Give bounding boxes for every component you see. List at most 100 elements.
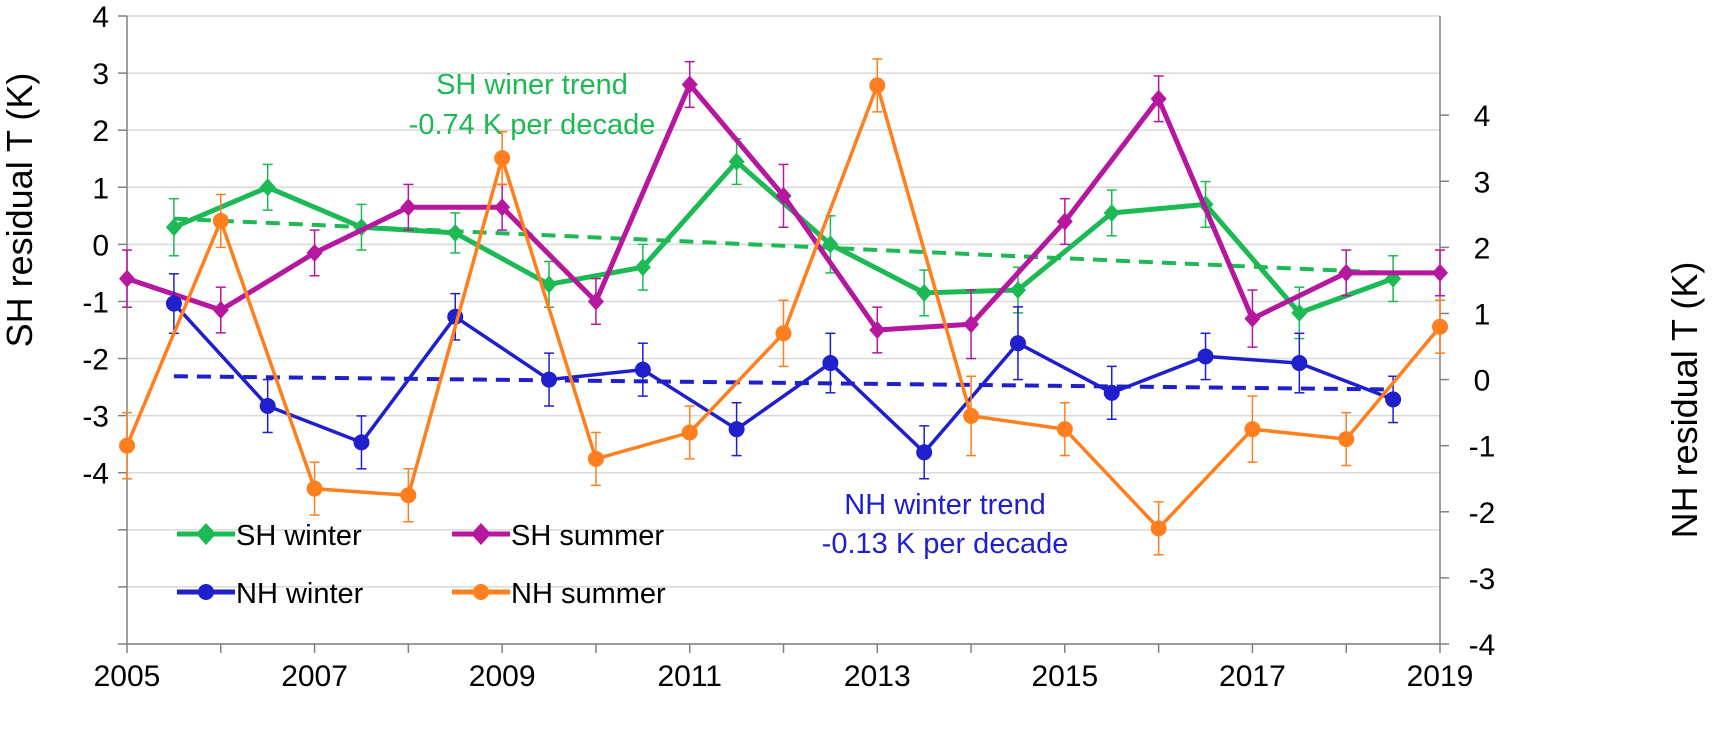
data-point [822, 235, 839, 254]
data-point [916, 283, 933, 302]
data-point [775, 325, 792, 342]
legend-label: SH winter [236, 520, 362, 552]
data-point [1197, 348, 1214, 365]
data-point [447, 223, 464, 242]
data-point [728, 421, 745, 438]
data-point [822, 355, 839, 372]
y-right-tick-label: 1 [1474, 298, 1491, 331]
data-point [541, 275, 558, 294]
x-tick-label: 2005 [94, 660, 161, 693]
legend-diamond-marker [471, 523, 491, 545]
data-point [1150, 89, 1167, 108]
y-right-tick-label: 0 [1474, 365, 1491, 398]
y-left-tick-label: 2 [92, 115, 109, 148]
data-point [869, 77, 886, 94]
y-left-tick-label: 3 [92, 58, 109, 91]
legend: SH winter SH summer NH winter NH summer [177, 520, 666, 610]
data-point [1150, 520, 1167, 537]
data-point [212, 301, 229, 320]
data-point [306, 243, 323, 262]
nh-trend-annotation-line2: -0.13 K per decade [822, 528, 1069, 560]
y-axis-right-label: NH residual T (K) [1664, 262, 1705, 539]
data-point [165, 295, 182, 312]
data-point [1244, 309, 1261, 328]
data-point [1009, 335, 1026, 352]
data-point [1103, 384, 1120, 401]
trend-lines [173, 216, 1394, 392]
data-point [400, 198, 417, 217]
x-tick-label: 2019 [1407, 660, 1474, 693]
data-point [212, 212, 229, 229]
data-point [119, 269, 135, 288]
data-point [1385, 391, 1402, 408]
data-point [119, 437, 135, 454]
y-right-tick-label: -3 [1469, 563, 1496, 596]
data-point [963, 315, 980, 334]
data-point [775, 186, 792, 205]
y-right-tick-label: -2 [1469, 497, 1496, 530]
data-point [259, 398, 276, 415]
legend-item-nh-winter: NH winter [177, 578, 364, 610]
data-point [1244, 421, 1261, 438]
data-point [259, 178, 276, 197]
data-point [728, 152, 745, 171]
data-point [353, 434, 370, 451]
data-point [306, 480, 323, 497]
sh-winter-trend-line [173, 216, 1394, 275]
data-point [869, 321, 886, 339]
data-point [681, 424, 698, 441]
x-tick-label: 2015 [1031, 660, 1098, 693]
x-tick-label: 2013 [844, 660, 911, 693]
legend-item-sh-summer: SH summer [452, 520, 664, 552]
data-point [681, 75, 698, 94]
data-point [165, 218, 182, 237]
data-point [963, 407, 980, 424]
data-point [1432, 318, 1448, 335]
legend-label: NH winter [236, 578, 364, 610]
y-right-tick-label: 2 [1474, 232, 1491, 265]
data-point [400, 487, 417, 504]
y-left-tick-label: 1 [92, 172, 109, 205]
x-tick-label: 2007 [281, 660, 348, 693]
y-left-tick-label: 0 [92, 229, 109, 262]
sh-trend-annotation-line2: -0.74 K per decade [409, 109, 656, 141]
legend-diamond-marker [196, 523, 216, 545]
data-point [494, 150, 511, 167]
x-tick-label: 2011 [657, 660, 722, 693]
nh-trend-annotation-line1: NH winter trend [844, 489, 1045, 521]
sh-summer-series [119, 60, 1448, 360]
x-tick-label: 2009 [469, 660, 536, 693]
y-left-tick-label: 4 [92, 1, 109, 34]
data-point [1291, 355, 1308, 372]
y-left-tick-label: -4 [82, 458, 109, 491]
data-point [1338, 263, 1355, 282]
legend-label: NH summer [511, 578, 666, 610]
y-left-tick-label: -2 [82, 344, 109, 377]
data-point [916, 444, 933, 461]
tick-labels: 4 3 2 1 0 -1 -2 -3 -4 4 3 2 1 0 -1 -2 -3 -4 2005 2007 2009 20… [82, 1, 1495, 693]
legend-item-sh-winter: SH winter [177, 520, 362, 552]
data-point [1338, 431, 1355, 448]
nh-winter-line [172, 302, 1394, 455]
sh-trend-annotation-line1: SH winer trend [436, 69, 628, 101]
data-point [494, 198, 511, 217]
nh-trend-annotation: NH winter trend -0.13 K per decade [822, 489, 1069, 560]
data-point [1056, 421, 1073, 438]
nh-winter-trend-line [173, 374, 1394, 392]
legend-circle-marker [473, 584, 489, 600]
data-series [119, 58, 1448, 556]
data-point [587, 292, 604, 311]
data-point [1056, 212, 1073, 231]
legend-circle-marker [198, 584, 214, 600]
nh-summer-series [119, 58, 1448, 556]
sh-trend-annotation: SH winer trend -0.74 K per decade [409, 69, 656, 141]
data-point [634, 361, 651, 378]
y-right-tick-label: 4 [1474, 100, 1491, 133]
data-point [634, 258, 651, 277]
y-right-tick-label: 3 [1474, 166, 1491, 199]
data-point [1291, 303, 1308, 322]
y-left-tick-label: -3 [82, 401, 109, 434]
nh-winter-series [165, 273, 1402, 480]
y-right-tick-label: -1 [1469, 431, 1496, 464]
